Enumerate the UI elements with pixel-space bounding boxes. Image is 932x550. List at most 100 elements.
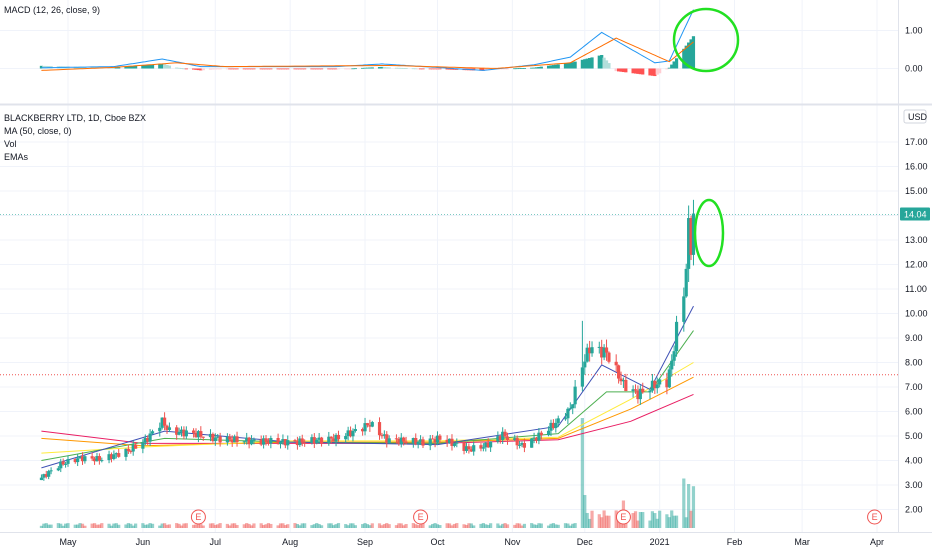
candle-body bbox=[380, 435, 384, 437]
candle-body bbox=[56, 468, 60, 471]
volume-bar bbox=[481, 523, 485, 528]
macd-histogram-bar bbox=[571, 62, 575, 69]
macd-histogram-bar bbox=[689, 39, 693, 69]
candle-body bbox=[269, 437, 273, 444]
candle-body bbox=[336, 434, 341, 440]
candle-body bbox=[399, 437, 403, 444]
macd-histogram-bar bbox=[218, 68, 222, 70]
candle-body bbox=[530, 438, 534, 448]
candle-body bbox=[312, 437, 316, 444]
macd-histogram-bar bbox=[252, 68, 256, 70]
candle-body bbox=[300, 438, 304, 443]
volume-bar bbox=[283, 525, 287, 528]
volume-bar bbox=[312, 524, 316, 528]
macd-histogram-bar bbox=[348, 68, 353, 70]
vol-legend[interactable]: Vol bbox=[4, 139, 17, 149]
volume-bar bbox=[691, 486, 696, 528]
macd-histogram-bar bbox=[213, 68, 217, 70]
volume-bar bbox=[245, 523, 249, 528]
symbol-legend[interactable]: BLACKBERRY LTD, 1D, Cboe BZX bbox=[4, 113, 147, 123]
macd-histogram-bar bbox=[445, 68, 449, 70]
candle-body bbox=[276, 437, 280, 445]
volume-bar bbox=[377, 523, 382, 528]
candle-body bbox=[522, 443, 527, 448]
volume-bar bbox=[387, 524, 391, 528]
currency-badge[interactable]: USD bbox=[903, 109, 928, 124]
ma-legend[interactable]: MA (50, close, 0) bbox=[4, 126, 72, 136]
macd-histogram-bar bbox=[134, 65, 138, 69]
candle-body bbox=[614, 361, 618, 366]
volume-bar bbox=[571, 523, 575, 528]
macd-legend[interactable]: MACD (12, 26, close, 9) bbox=[4, 5, 101, 15]
macd-histogram-bar bbox=[551, 65, 555, 69]
candle-body bbox=[604, 347, 609, 353]
candle-body bbox=[112, 454, 116, 459]
macd-histogram-bar bbox=[585, 58, 589, 69]
volume-bar bbox=[276, 525, 280, 528]
macd-histogram-bar bbox=[670, 64, 674, 69]
currency-badge-bg[interactable] bbox=[903, 109, 927, 124]
macd-histogram-bar bbox=[216, 68, 220, 70]
candle-body bbox=[283, 439, 287, 446]
volume-bar bbox=[76, 524, 80, 528]
candle-body bbox=[315, 439, 319, 444]
candle-body bbox=[554, 422, 558, 429]
candle-body bbox=[351, 431, 355, 437]
time-tick-label: May bbox=[59, 537, 77, 547]
macd-histogram-bar bbox=[520, 68, 524, 69]
candles bbox=[39, 199, 696, 481]
macd-histogram-bar bbox=[298, 68, 302, 70]
emas-legend[interactable]: EMAs bbox=[4, 152, 29, 162]
macd-histogram-bar bbox=[146, 64, 150, 69]
volume-bar bbox=[505, 524, 510, 528]
volume-bar bbox=[380, 525, 384, 528]
candle-body bbox=[624, 379, 628, 392]
candle-body bbox=[49, 470, 53, 472]
volume-bar bbox=[539, 523, 543, 528]
candle-body bbox=[100, 460, 104, 462]
volume-bar bbox=[530, 523, 534, 528]
macd-histogram-bar bbox=[665, 68, 669, 70]
macd-histogram-bar bbox=[117, 67, 121, 69]
candle-body bbox=[66, 459, 70, 464]
volume-bar bbox=[462, 524, 466, 528]
price-tick-label: 4.00 bbox=[905, 456, 923, 466]
macd-histogram-bar bbox=[431, 68, 435, 70]
volume-bar bbox=[199, 523, 203, 528]
macd-histogram-bar bbox=[249, 68, 254, 70]
candle-body bbox=[117, 453, 121, 457]
macd-tick-label: 1.00 bbox=[905, 26, 923, 36]
candle-body bbox=[648, 390, 652, 393]
earnings-marker bbox=[413, 509, 429, 525]
volume-bar bbox=[370, 523, 374, 528]
volume-bar bbox=[150, 523, 155, 528]
volume-bar bbox=[648, 520, 652, 528]
candle-body bbox=[228, 436, 232, 440]
time-tick-label: Mar bbox=[794, 537, 810, 547]
volume-bar bbox=[213, 524, 217, 528]
volume-bar bbox=[361, 524, 365, 528]
macd-histogram-bar bbox=[201, 68, 205, 71]
macd-histogram-bar bbox=[438, 68, 442, 70]
volume-bar bbox=[44, 523, 48, 528]
macd-histogram-bar bbox=[515, 68, 519, 70]
volume-bar bbox=[114, 523, 118, 528]
volume-bar bbox=[230, 523, 234, 528]
currency-label[interactable]: USD bbox=[908, 112, 928, 122]
price-tick-label: 10.00 bbox=[905, 309, 928, 319]
macd-histogram-bar bbox=[319, 68, 324, 70]
candle-body bbox=[486, 442, 490, 448]
macd-histogram-bar bbox=[399, 67, 403, 69]
volume-bar bbox=[182, 523, 186, 528]
time-tick-label: Feb bbox=[727, 537, 743, 547]
volume-bar bbox=[107, 523, 111, 528]
volume-bar bbox=[148, 523, 152, 528]
candle-body bbox=[319, 437, 324, 444]
candle-body bbox=[496, 436, 500, 442]
macd-histogram-bar bbox=[365, 67, 370, 69]
macd-histogram-bar bbox=[624, 68, 628, 73]
volume-bar bbox=[573, 523, 577, 528]
macd-histogram-bar bbox=[479, 68, 483, 71]
macd-axis: 0.00 1.00 bbox=[905, 26, 923, 74]
volume-bar bbox=[363, 523, 367, 528]
